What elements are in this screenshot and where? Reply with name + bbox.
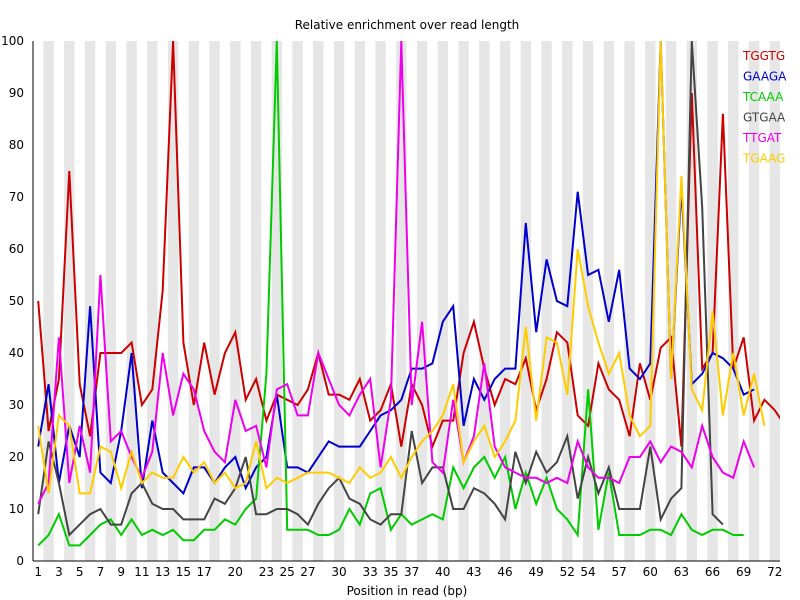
y-tick-label: 20: [9, 450, 24, 464]
grid-band: [167, 41, 179, 561]
x-tick-label: 3: [55, 565, 63, 579]
grid-band: [84, 41, 96, 561]
x-tick-label: 25: [280, 565, 295, 579]
series-layer: [37, 41, 780, 547]
grid-band: [354, 41, 365, 561]
x-tick-label: 43: [466, 565, 481, 579]
series-line-ttgat: [37, 41, 756, 505]
x-tick-label: 20: [228, 565, 243, 579]
x-tick-label: 49: [529, 565, 544, 579]
grid-band: [769, 41, 780, 561]
y-tick-label: 80: [9, 138, 24, 152]
y-tick-label: 0: [16, 554, 24, 568]
grid-band: [458, 41, 469, 561]
grid-band: [748, 41, 760, 561]
x-tick-label: 7: [97, 565, 105, 579]
grid-band: [105, 41, 116, 561]
x-tick-label: 33: [363, 565, 378, 579]
x-tick-label: 63: [674, 565, 689, 579]
grid-band: [375, 41, 386, 561]
grid-band: [396, 41, 407, 561]
series-line-tcaaa: [37, 41, 744, 547]
grid-band: [541, 41, 552, 561]
x-tick-label: 11: [134, 565, 149, 579]
y-tick-label: 40: [9, 346, 24, 360]
grid-band: [437, 41, 448, 561]
legend-entry-tgaag: TGAAG: [742, 152, 785, 166]
x-tick-label: 60: [643, 565, 658, 579]
x-tick-label: 17: [197, 565, 212, 579]
grid-band: [250, 41, 262, 561]
grid-band: [333, 41, 345, 561]
grid-band: [209, 41, 220, 561]
grid-band: [416, 41, 428, 561]
grid-band: [147, 41, 158, 561]
legend-entry-tggtg: TGGTG: [742, 49, 785, 63]
y-tick-label: 50: [9, 294, 24, 308]
grid-band: [624, 41, 635, 561]
y-tick-label: 70: [9, 190, 24, 204]
x-tick-label: 15: [176, 565, 191, 579]
x-tick-label: 27: [300, 565, 315, 579]
x-tick-label: 57: [612, 565, 627, 579]
x-tick-label: 1: [34, 565, 42, 579]
series-line-gtgaa: [37, 41, 724, 538]
legend-entry-gaaga: GAAGA: [743, 70, 787, 84]
grid-band: [479, 41, 490, 561]
series-line-gaaga: [37, 41, 755, 496]
x-tick-label: 9: [117, 565, 125, 579]
grid-band: [520, 41, 531, 561]
series-line-tgaag: [37, 41, 766, 495]
grid-band: [728, 41, 739, 561]
grid-band: [126, 41, 137, 561]
grid-band: [645, 41, 656, 561]
grid-band: [499, 41, 511, 561]
grid-band: [665, 41, 677, 561]
x-tick-label: 69: [736, 565, 751, 579]
x-tick-label: 46: [497, 565, 512, 579]
x-axis-label: Position in read (bp): [347, 584, 468, 598]
y-tick-label: 60: [9, 242, 24, 256]
x-tick-label: 54: [580, 565, 595, 579]
x-tick-label: 52: [560, 565, 575, 579]
grid-band: [603, 41, 614, 561]
grid-band: [686, 41, 697, 561]
legend-entry-ttgat: TTGAT: [742, 131, 782, 145]
grid-band: [292, 41, 303, 561]
x-tick-label: 37: [404, 565, 419, 579]
y-tick-label: 100: [1, 34, 24, 48]
grid-band: [230, 41, 241, 561]
y-tick-labels: 0 10 20 30 40 50 60 70 80 90 100: [1, 34, 24, 568]
x-tick-labels: 1 3 5 7 9 11 13 15 17 20 23 25 27 30 33 35 37 40 43 46 49 52 5…: [34, 565, 782, 579]
y-tick-label: 90: [9, 86, 24, 100]
axes: [32, 41, 780, 562]
legend-entry-tcaaa: TCAAA: [742, 90, 784, 104]
x-tick-label: 13: [155, 565, 170, 579]
grid-band: [313, 41, 324, 561]
x-tick-label: 5: [76, 565, 84, 579]
grid-band: [43, 41, 54, 561]
grid-band: [188, 41, 199, 561]
grid-band: [64, 41, 75, 561]
x-tick-label: 66: [705, 565, 720, 579]
x-tick-label: 35: [383, 565, 398, 579]
x-tick-label: 23: [259, 565, 274, 579]
grid-band: [707, 41, 718, 561]
y-tick-label: 30: [9, 398, 24, 412]
grid-band: [271, 41, 282, 561]
y-tick-label: 10: [9, 502, 24, 516]
chart-title: Relative enrichment over read length: [295, 18, 520, 32]
x-tick-label: 40: [435, 565, 450, 579]
x-tick-label: 72: [767, 565, 782, 579]
legend-entry-gtgaa: GTGAA: [743, 111, 786, 125]
x-tick-label: 30: [331, 565, 346, 579]
legend: TGGTG GAAGA TCAAA GTGAA TTGAT TGAAG: [742, 49, 787, 166]
